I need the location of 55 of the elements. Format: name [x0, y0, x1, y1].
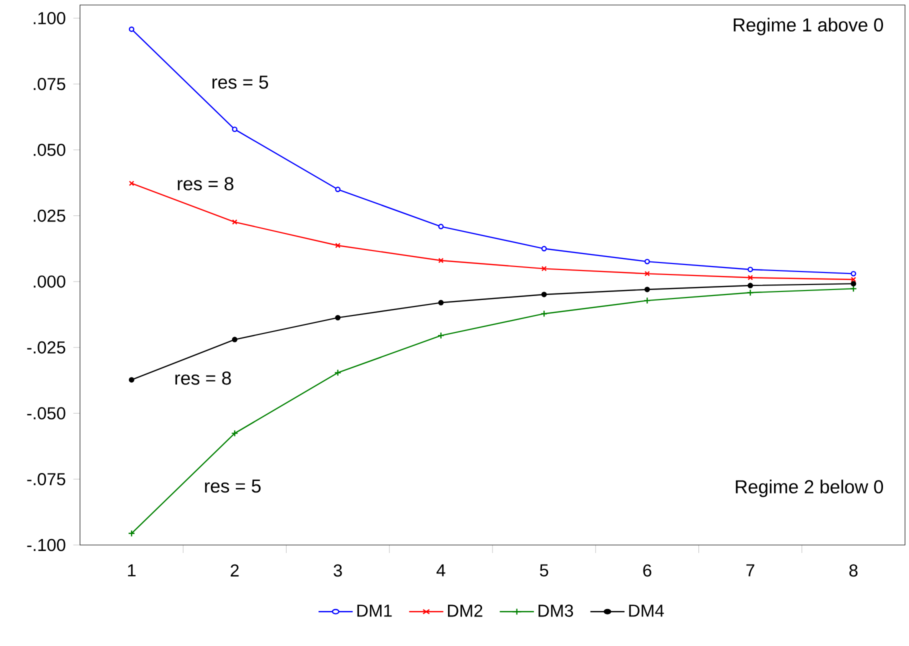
- x-tick-label: 8: [849, 564, 858, 577]
- y-tick-label: -.100: [27, 538, 66, 552]
- x-tick-label: 6: [643, 564, 652, 577]
- legend-label: DM4: [629, 604, 664, 617]
- y-tick-label: .000: [34, 275, 66, 288]
- annotation: res = 8: [178, 177, 234, 190]
- legend-label: DM2: [448, 604, 482, 617]
- y-tick-label: -.050: [27, 407, 66, 420]
- y-tick-label: .050: [34, 144, 66, 156]
- point: [232, 126, 238, 132]
- y-tick-label: .100: [34, 12, 66, 24]
- x-tick-label: 4: [436, 564, 446, 576]
- x-tick-label: 3: [334, 564, 342, 577]
- point: [335, 186, 341, 192]
- point: [437, 332, 444, 340]
- x-tick-label: 7: [746, 564, 754, 576]
- point: [850, 270, 856, 276]
- annotation: Regime 2 below 0: [736, 480, 884, 498]
- annotation: res = 8: [175, 372, 231, 385]
- legend-label: DM1: [357, 604, 392, 617]
- point: [438, 224, 444, 230]
- point: [644, 286, 650, 292]
- point: [335, 242, 340, 248]
- annotation: res = 5: [212, 76, 268, 89]
- point: [748, 266, 754, 272]
- point: [541, 266, 547, 272]
- point: [232, 336, 238, 342]
- y-tick-label: .075: [34, 78, 66, 90]
- point: [541, 246, 547, 252]
- point: [335, 314, 341, 320]
- point: [748, 274, 753, 280]
- point: [128, 377, 134, 383]
- point: [540, 310, 548, 318]
- y-tick-label: -.075: [27, 473, 66, 486]
- point: [644, 297, 651, 304]
- legend-label: DM3: [538, 604, 574, 617]
- annotation: res = 5: [205, 480, 261, 493]
- point: [232, 219, 238, 225]
- point: [748, 282, 754, 288]
- x-tick-label: 1: [128, 564, 136, 576]
- point: [128, 26, 134, 32]
- y-tick-label: .025: [34, 210, 66, 222]
- point: [438, 300, 444, 306]
- point: [438, 258, 444, 264]
- point: [644, 258, 650, 264]
- point: [850, 280, 856, 286]
- y-tick-label: -.025: [27, 341, 66, 354]
- annotation: Regime 1 above 0: [734, 18, 884, 36]
- point: [644, 271, 650, 276]
- point: [231, 430, 238, 437]
- point: [334, 369, 342, 376]
- point: [746, 289, 754, 296]
- point: [541, 292, 547, 298]
- x-tick-label: 2: [230, 564, 239, 576]
- x-tick-label: 5: [540, 564, 548, 576]
